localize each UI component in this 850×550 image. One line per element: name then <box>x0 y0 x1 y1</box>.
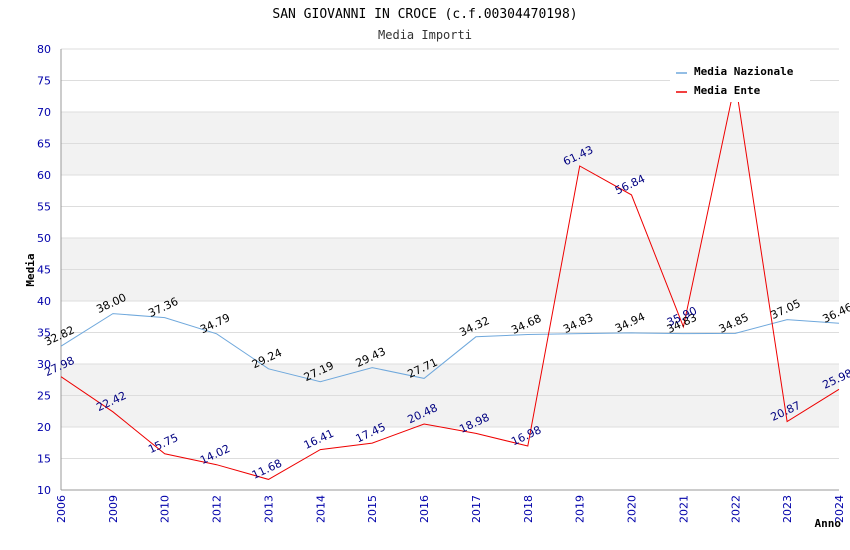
x-tick-label: 2006 <box>55 495 68 523</box>
x-tick-label: 2009 <box>107 495 120 523</box>
series-line-media-ente <box>60 81 840 480</box>
x-tick-label: 2012 <box>211 495 224 523</box>
y-tick-label: 50 <box>37 232 51 245</box>
x-tick-label: 2024 <box>833 495 846 523</box>
x-tick-label: 2023 <box>781 495 794 523</box>
y-tick-label: 15 <box>37 453 51 466</box>
x-axis-label: Anno <box>815 517 842 530</box>
x-tick-label: 2015 <box>366 495 379 523</box>
y-tick-label: 30 <box>37 358 51 371</box>
y-tick-label: 25 <box>37 390 51 403</box>
y-tick-labels: 10 15 20 25 30 35 40 45 50 55 60 65 70 75 80 <box>37 43 51 497</box>
y-tick-label: 75 <box>37 75 51 88</box>
x-tick-label: 2017 <box>470 495 483 523</box>
y-tick-label: 65 <box>37 138 51 151</box>
x-tick-label: 2010 <box>159 495 172 523</box>
y-tick-label: 80 <box>37 43 51 56</box>
series-layer <box>60 81 840 480</box>
x-tick-label: 2014 <box>314 495 327 523</box>
legend: Media Nazionale Media Ente <box>670 60 810 102</box>
y-tick-label: 45 <box>37 264 51 277</box>
x-tick-label: 2018 <box>522 495 535 523</box>
y-tick-label: 40 <box>37 295 51 308</box>
plot-band <box>61 175 839 207</box>
x-tick-labels: 2006 2009 2010 2012 2013 2014 2015 2016 2017 2018… <box>55 495 846 523</box>
plot-band <box>61 238 839 270</box>
plot-band <box>61 332 839 364</box>
y-tick-label: 20 <box>37 421 51 434</box>
y-tick-label: 35 <box>37 327 51 340</box>
plot-band <box>61 143 839 175</box>
chart-title: SAN GIOVANNI IN CROCE (c.f.00304470198) <box>272 7 577 22</box>
plot-band <box>61 364 839 396</box>
y-axis-label: Media <box>24 253 37 286</box>
plot-band <box>61 395 839 427</box>
gridlines <box>61 48 839 491</box>
y-tick-label: 10 <box>37 484 51 497</box>
x-tick-label: 2020 <box>626 495 639 523</box>
plot-background-bands <box>61 49 839 490</box>
y-tick-label: 60 <box>37 169 51 182</box>
plot-band <box>61 301 839 333</box>
plot-band <box>61 206 839 238</box>
y-tick-label: 70 <box>37 106 51 119</box>
x-tick-label: 2021 <box>677 495 690 523</box>
legend-label-media-ente: Media Ente <box>694 84 761 97</box>
plot-band <box>61 427 839 459</box>
x-tick-label: 2013 <box>262 495 275 523</box>
chart-subtitle: Media Importi <box>378 28 472 42</box>
plot-band <box>61 112 839 144</box>
legend-label-media-nazionale: Media Nazionale <box>694 65 794 78</box>
y-tick-label: 55 <box>37 201 51 214</box>
series-line-media-nazionale <box>60 313 840 383</box>
x-tick-label: 2016 <box>418 495 431 523</box>
plot-band <box>61 458 839 490</box>
x-tick-label: 2019 <box>574 495 587 523</box>
legend-box <box>670 60 810 102</box>
plot-band <box>61 269 839 301</box>
x-tick-label: 2022 <box>729 495 742 523</box>
